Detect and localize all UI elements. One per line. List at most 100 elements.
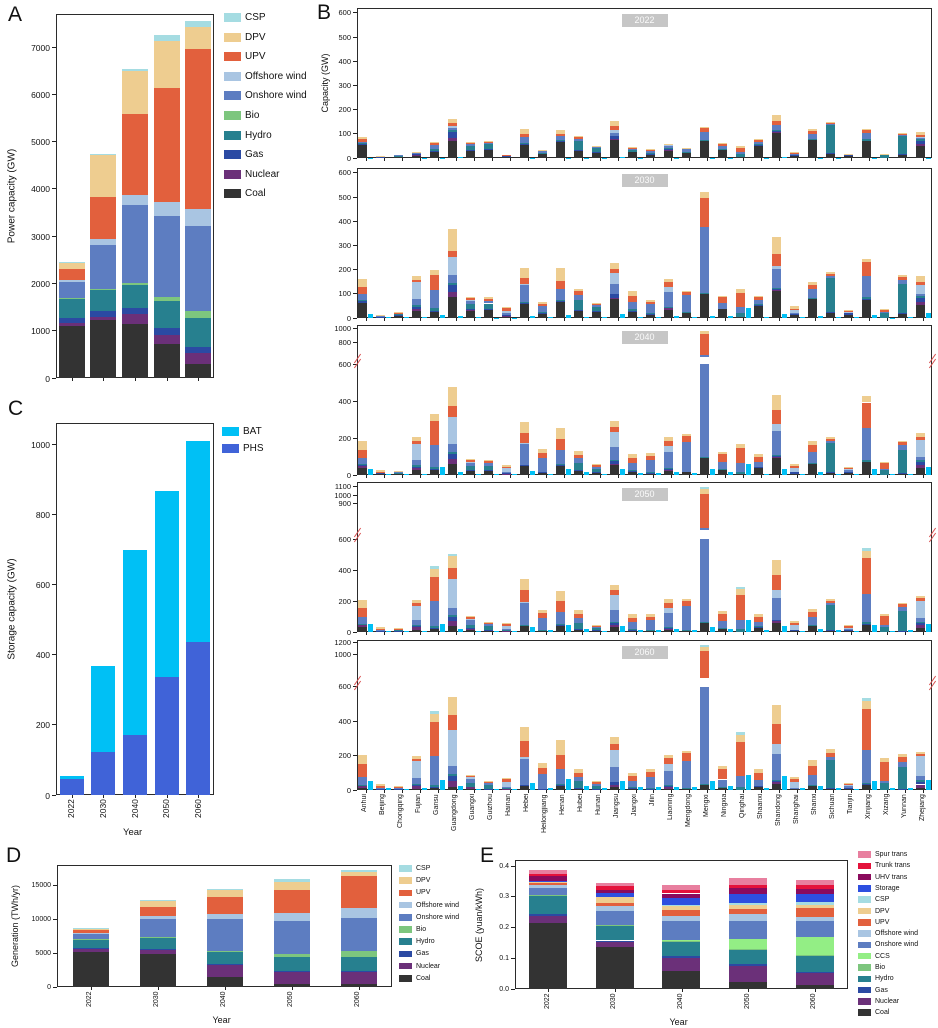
x-tick	[599, 632, 601, 635]
legend-swatch-gas	[224, 150, 241, 160]
bar-segment-onshore	[789, 312, 799, 314]
bar-segment-dpv	[466, 459, 476, 461]
bar-segment-coal	[610, 139, 620, 158]
bar-segment-onshore	[897, 445, 907, 450]
bar-segment-coal	[861, 784, 871, 790]
bar-segment-upv	[825, 752, 835, 757]
bar-segment-bio	[729, 948, 768, 950]
bar-segment-coal	[699, 622, 709, 632]
y-tick	[52, 93, 56, 95]
bar-segment-dpv	[376, 783, 386, 787]
y-tick-label: 600	[338, 682, 351, 691]
bar-segment-onshore	[358, 141, 368, 143]
bar-segment-dpv	[121, 70, 148, 114]
storage-bar	[889, 474, 895, 475]
y-tick	[353, 157, 357, 159]
bar-segment-onshore	[412, 298, 422, 305]
bar-segment-onshore	[574, 295, 584, 300]
bar-segment-onshore	[753, 780, 763, 786]
legend-label: Hydro	[416, 938, 435, 946]
bar-segment-offshore	[412, 443, 422, 460]
bar-segment-coal	[843, 631, 853, 632]
panel-d: D 0 5000 10000 15000 Generation (TWh/yr) 2022…	[0, 845, 470, 1028]
bar-segment-hydro	[121, 285, 148, 309]
bar-group	[860, 640, 878, 790]
bar-segment-dpv	[206, 889, 243, 897]
bar-segment-coal	[771, 132, 781, 158]
panel-label-d: D	[6, 844, 22, 867]
bar-segment-dpv	[897, 133, 907, 135]
y-tick-label: 3000	[31, 231, 50, 242]
storage-bar	[781, 776, 787, 790]
bar-segment-coal	[394, 473, 404, 475]
bar-segment-upv	[358, 763, 368, 777]
bar-segment-onshore	[897, 134, 907, 136]
x-tick	[797, 475, 799, 478]
bar-segment-coal	[628, 630, 638, 632]
bar-segment-hydro	[825, 605, 835, 631]
legend-swatch-onshore	[399, 914, 412, 921]
bar-segment-nuclear	[448, 781, 458, 787]
bar-segment-onshore	[520, 603, 530, 625]
bar-segment-onshore	[879, 625, 889, 627]
legend-item-onshore: Onshore wind	[858, 941, 918, 948]
bar-segment-upv	[879, 154, 889, 155]
bar-segment-coal	[795, 984, 834, 989]
x-tick	[473, 158, 475, 161]
bar-segment-onshore	[807, 289, 817, 298]
x-tick-label: 2022	[86, 991, 93, 1007]
storage-bar	[781, 625, 787, 632]
y-tick-label: 800	[35, 509, 50, 520]
bar-group	[648, 860, 715, 989]
bar-group	[878, 8, 896, 158]
legend-label: DPV	[245, 31, 266, 43]
bar-segment-dpv	[897, 440, 907, 443]
bar-segment-trunk	[595, 886, 634, 890]
storage-bar	[620, 780, 626, 790]
bar-segment-coal	[502, 316, 512, 318]
legend-item-gas: Gas	[224, 149, 263, 160]
bar-segment-onshore	[825, 124, 835, 126]
bar-segment-coal	[681, 312, 691, 318]
bar-segment-onshore	[825, 756, 835, 760]
bar-group	[788, 168, 806, 318]
bar-segment-upv	[879, 463, 889, 469]
bar-segment-coal	[897, 789, 907, 790]
x-tick	[103, 795, 105, 798]
bar-segment-gas	[502, 472, 512, 474]
bar-segment-nuclear	[58, 323, 85, 326]
bar-segment-onshore	[520, 444, 530, 465]
x-tick	[491, 632, 493, 635]
bar-segment-ccs	[729, 939, 768, 949]
bar-segment-onshore	[681, 760, 691, 789]
bar-segment-hydro	[735, 154, 745, 158]
legend-item-dpv: DPV	[399, 877, 430, 884]
bar-segment-onshore	[376, 472, 386, 473]
bar-segment-coal	[90, 319, 117, 378]
bar-segment-gas	[430, 786, 440, 788]
panel-label-b: B	[317, 1, 332, 24]
bar-segment-offshore	[789, 624, 799, 630]
bar-segment-onshore	[628, 462, 638, 471]
bar-segment-coal	[843, 155, 853, 158]
bar-segment-hydro	[735, 787, 745, 790]
bar-segment-nuclear	[771, 290, 781, 292]
y-tick-label: 5000	[35, 949, 51, 957]
bar-group	[555, 482, 573, 632]
bar-segment-onshore	[430, 445, 440, 468]
bar-segment-hydro	[897, 449, 907, 473]
bar-segment-dpv	[466, 774, 476, 776]
bar-group	[914, 168, 932, 318]
x-tick	[473, 632, 475, 635]
y-tick-label: 100	[338, 129, 351, 139]
bar-segment-gas	[412, 626, 422, 628]
bar-segment-hydro	[735, 313, 745, 317]
bar-segment-coal	[430, 628, 440, 632]
y-tick	[353, 538, 357, 540]
bar-group	[770, 168, 788, 318]
storage-bar	[889, 630, 895, 632]
bar-segment-nuclear	[502, 631, 512, 632]
bar-group	[878, 168, 896, 318]
bar-segment-onshore	[861, 276, 871, 297]
legend-swatch-onshore	[858, 941, 871, 949]
